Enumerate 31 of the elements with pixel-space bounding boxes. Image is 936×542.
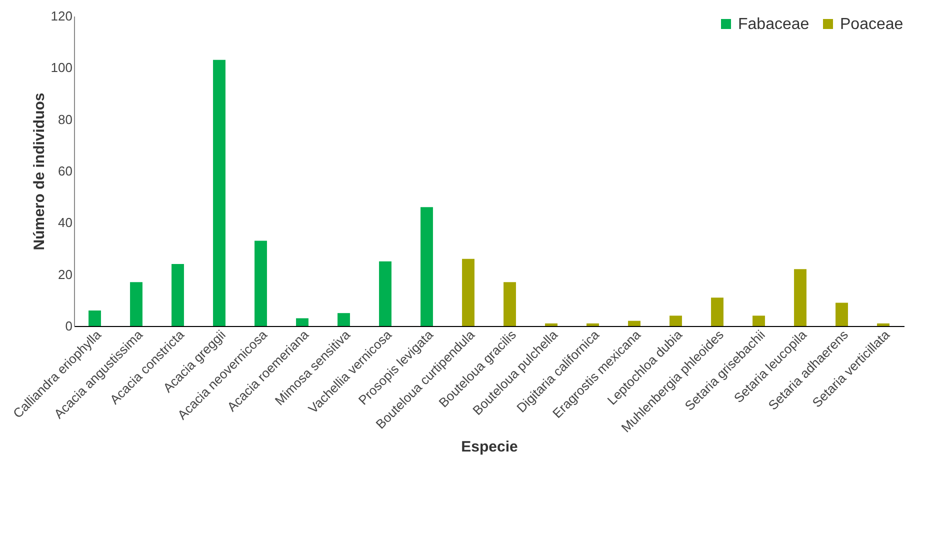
bar <box>711 298 724 326</box>
bar <box>379 261 392 326</box>
y-tick-label: 20 <box>58 266 72 282</box>
bar <box>836 302 848 326</box>
y-tick-label: 0 <box>65 318 72 334</box>
bar <box>213 60 226 326</box>
y-tick-label: 40 <box>58 215 72 230</box>
bar <box>296 318 308 326</box>
bar <box>420 207 433 326</box>
bar <box>504 282 516 326</box>
x-axis-title: Especie <box>461 438 518 456</box>
y-axis-title: Número de individuos <box>30 92 48 250</box>
bar <box>628 320 640 326</box>
bar <box>877 323 890 326</box>
bar <box>172 264 184 326</box>
bar <box>794 269 806 326</box>
bar <box>130 282 142 326</box>
bar <box>338 313 350 326</box>
bar <box>586 323 599 326</box>
legend-label: Fabaceae <box>738 16 810 33</box>
bar <box>254 240 267 326</box>
y-tick-label: 60 <box>58 164 72 178</box>
bar <box>752 316 765 326</box>
legend-label: Poaceae <box>840 16 904 33</box>
bar <box>462 258 474 326</box>
y-tick-label: 100 <box>50 60 72 76</box>
bar <box>88 310 101 326</box>
y-tick-label: 80 <box>58 112 72 127</box>
y-tick-label: 120 <box>50 8 72 24</box>
bar <box>545 323 558 326</box>
bar <box>670 316 682 326</box>
